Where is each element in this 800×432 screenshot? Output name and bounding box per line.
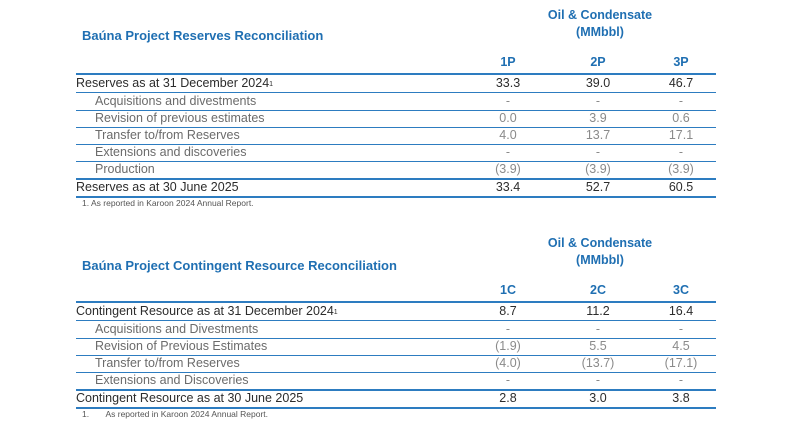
contingent-row: Transfer to/from Reserves (4.0) (13.7) (… xyxy=(76,355,716,372)
value-1c: - xyxy=(505,373,511,387)
contingent-total-rule xyxy=(76,389,716,391)
column-header-1p: 1P xyxy=(500,55,516,69)
value-2p: - xyxy=(595,145,601,159)
value-3p: (3.9) xyxy=(668,162,694,176)
value-3c: - xyxy=(678,373,684,387)
row-divider xyxy=(76,355,716,356)
value-3c: 16.4 xyxy=(668,304,694,318)
value-1p: 33.3 xyxy=(495,76,521,90)
value-3p: - xyxy=(678,145,684,159)
row-label: Revision of previous estimates xyxy=(95,111,265,125)
value-2p: 13.7 xyxy=(585,128,611,142)
value-1c: 8.7 xyxy=(499,304,517,318)
contingent-unit: Oil & Condensate (MMbbl) xyxy=(500,235,700,269)
row-divider xyxy=(76,338,716,339)
reserves-row: Acquisitions and divestments - - - xyxy=(76,93,716,110)
row-divider xyxy=(76,320,716,321)
row-divider xyxy=(76,127,716,128)
row-label: Contingent Resource as at 30 June 2025 xyxy=(76,391,304,405)
value-2p: - xyxy=(595,94,601,108)
column-header-1c: 1C xyxy=(500,283,516,297)
row-divider xyxy=(76,144,716,145)
row-divider xyxy=(76,161,716,162)
value-2c: - xyxy=(595,373,601,387)
row-label: Contingent Resource as at 31 December 20… xyxy=(76,304,338,318)
value-2c: - xyxy=(595,322,601,336)
value-2c: 3.0 xyxy=(589,391,607,405)
value-3p: 60.5 xyxy=(668,180,694,194)
contingent-row: Extensions and Discoveries - - - xyxy=(76,372,716,389)
value-3c: (17.1) xyxy=(664,356,698,370)
value-2p: 39.0 xyxy=(585,76,611,90)
row-label: Transfer to/from Reserves xyxy=(95,128,240,142)
footnote-text: As reported in Karoon 2024 Annual Report… xyxy=(105,409,269,419)
reserves-unit-line2: (MMbbl) xyxy=(576,25,624,39)
reserves-unit: Oil & Condensate (MMbbl) xyxy=(500,7,700,41)
row-label: Acquisitions and Divestments xyxy=(95,322,259,336)
reserves-title: Baúna Project Reserves Reconciliation xyxy=(82,28,324,43)
value-1p: - xyxy=(505,145,511,159)
column-header-2p: 2P xyxy=(590,55,606,69)
value-1c: 2.8 xyxy=(499,391,517,405)
value-3c: - xyxy=(678,322,684,336)
value-1p: 0.0 xyxy=(499,111,517,125)
contingent-bottom-rule xyxy=(76,407,716,409)
value-2c: 5.5 xyxy=(589,339,607,353)
value-3p: - xyxy=(678,94,684,108)
contingent-unit-line2: (MMbbl) xyxy=(576,253,624,267)
reserves-total-rule xyxy=(76,178,716,180)
footnote-number: 1. xyxy=(82,409,90,419)
value-1p: 33.4 xyxy=(495,180,521,194)
contingent-closing-row: Contingent Resource as at 30 June 2025 2… xyxy=(76,390,716,407)
reserves-opening-row: Reserves as at 31 December 20241 33.3 39… xyxy=(76,75,716,92)
reserves-footnote: 1. As reported in Karoon 2024 Annual Rep… xyxy=(82,198,254,208)
value-1c: - xyxy=(505,322,511,336)
row-label: Acquisitions and divestments xyxy=(95,94,257,108)
value-1c: (4.0) xyxy=(495,356,521,370)
value-1p: 4.0 xyxy=(499,128,517,142)
column-header-3p: 3P xyxy=(673,55,689,69)
row-divider xyxy=(76,372,716,373)
reserves-row: Extensions and discoveries - - - xyxy=(76,144,716,161)
reserves-row: Transfer to/from Reserves 4.0 13.7 17.1 xyxy=(76,127,716,144)
contingent-row: Revision of Previous Estimates (1.9) 5.5… xyxy=(76,338,716,355)
value-1p: (3.9) xyxy=(495,162,521,176)
value-1c: (1.9) xyxy=(495,339,521,353)
row-divider xyxy=(76,92,716,93)
reserves-unit-line1: Oil & Condensate xyxy=(547,8,653,22)
contingent-title: Baúna Project Contingent Resource Reconc… xyxy=(82,258,397,273)
column-header-3c: 3C xyxy=(673,283,689,297)
value-2p: 52.7 xyxy=(585,180,611,194)
value-2p: (3.9) xyxy=(585,162,611,176)
row-divider xyxy=(76,110,716,111)
reserves-row: Revision of previous estimates 0.0 3.9 0… xyxy=(76,110,716,127)
value-1p: - xyxy=(505,94,511,108)
contingent-unit-line1: Oil & Condensate xyxy=(547,236,653,250)
value-2p: 3.9 xyxy=(589,111,607,125)
value-2c: (13.7) xyxy=(581,356,615,370)
row-label: Revision of Previous Estimates xyxy=(95,339,268,353)
contingent-top-rule xyxy=(76,301,716,303)
value-3p: 17.1 xyxy=(668,128,694,142)
row-label: Reserves as at 31 December 20241 xyxy=(76,76,274,90)
row-label: Extensions and Discoveries xyxy=(95,373,249,387)
row-label: Production xyxy=(95,162,155,176)
value-3c: 3.8 xyxy=(672,391,690,405)
row-label: Extensions and discoveries xyxy=(95,145,247,159)
contingent-opening-row: Contingent Resource as at 31 December 20… xyxy=(76,303,716,320)
contingent-row: Acquisitions and Divestments - - - xyxy=(76,321,716,338)
column-header-2c: 2C xyxy=(590,283,606,297)
reserves-top-rule xyxy=(76,73,716,75)
reserves-bottom-rule xyxy=(76,196,716,198)
reserves-row: Production (3.9) (3.9) (3.9) xyxy=(76,161,716,178)
value-3p: 0.6 xyxy=(672,111,690,125)
value-3c: 4.5 xyxy=(672,339,690,353)
reserves-closing-row: Reserves as at 30 June 2025 33.4 52.7 60… xyxy=(76,179,716,196)
row-label: Transfer to/from Reserves xyxy=(95,356,240,370)
row-label: Reserves as at 30 June 2025 xyxy=(76,180,239,194)
value-2c: 11.2 xyxy=(586,304,610,318)
value-3p: 46.7 xyxy=(668,76,694,90)
contingent-footnote: 1. As reported in Karoon 2024 Annual Rep… xyxy=(82,409,268,419)
